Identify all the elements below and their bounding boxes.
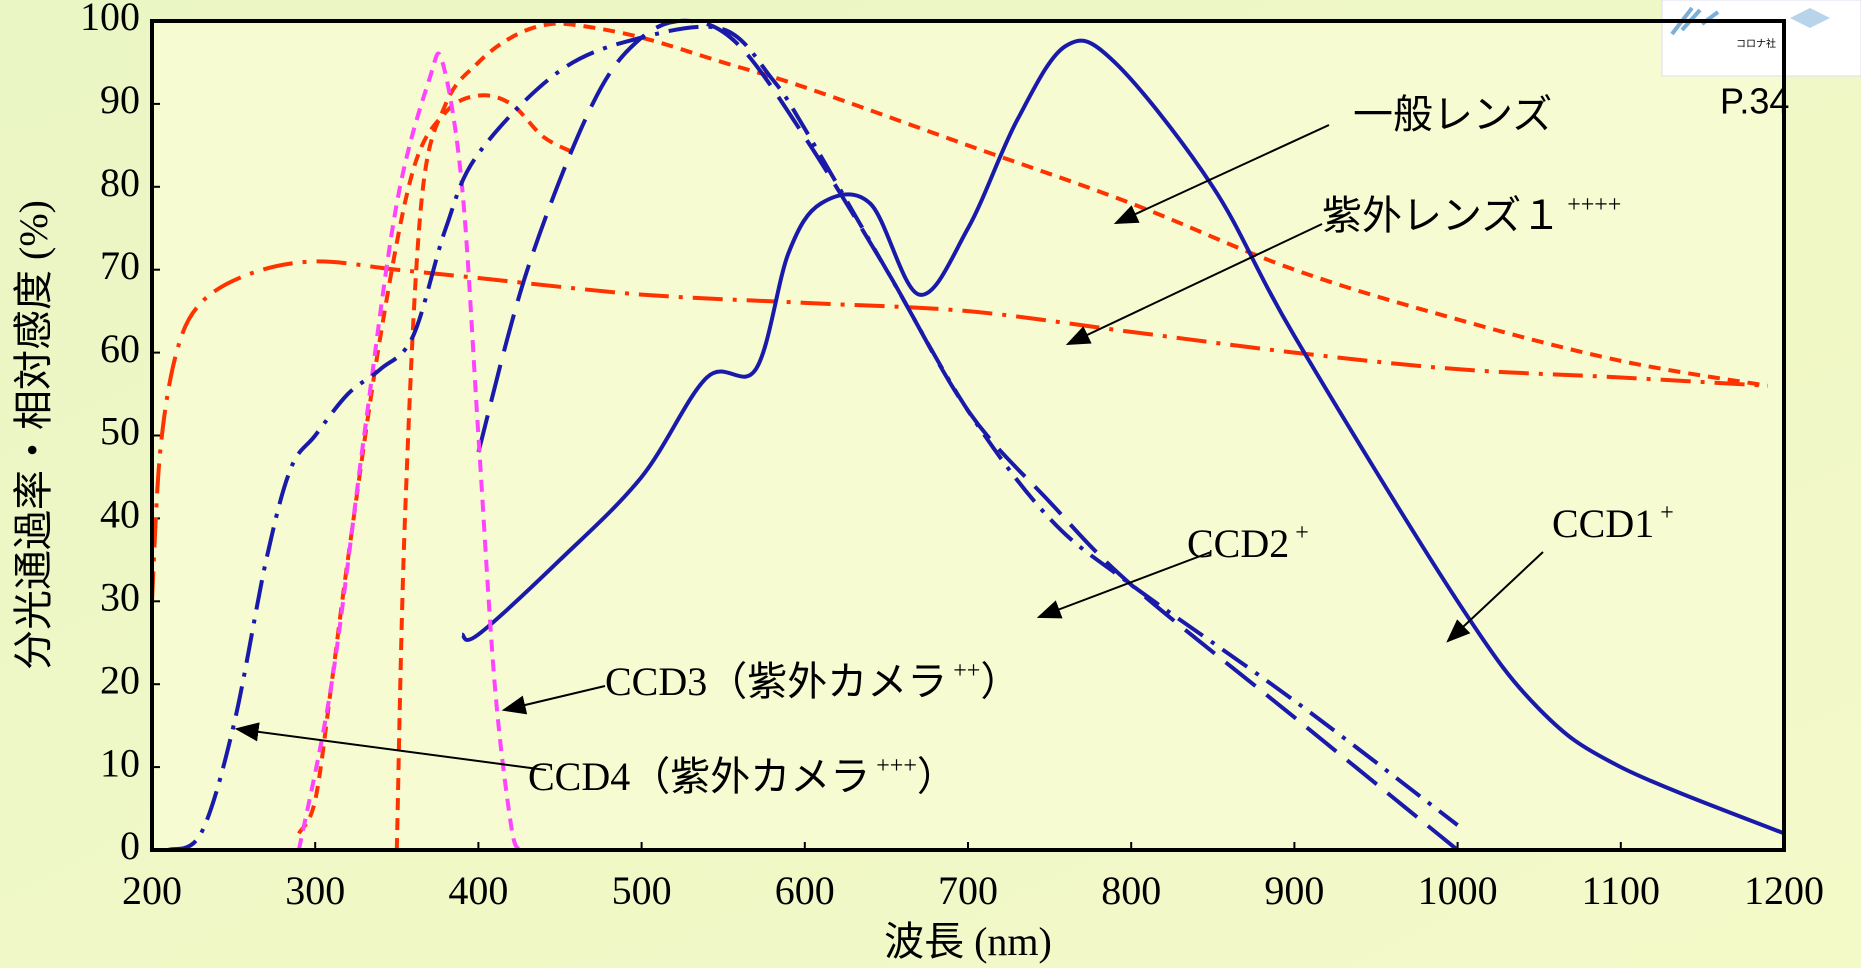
annotation-sup: ++ [953,658,980,684]
x-tick-label: 200 [122,868,182,913]
x-tick-label: 1100 [1582,868,1661,913]
y-tick-label: 80 [100,160,140,205]
page: {"chart_data": {"type": "line", "xlabel"… [0,0,1861,968]
annotation-sup: ++++ [1567,192,1621,218]
annotation-sup: +++ [876,753,917,779]
x-tick-label: 300 [285,868,345,913]
annotation-name: CCD3（紫外カメラ [605,659,947,704]
annotation-name: 紫外レンズ１ [1322,193,1561,238]
y-tick-label: 30 [100,574,140,619]
y-tick-label: 40 [100,492,140,537]
x-tick-label: 600 [775,868,835,913]
x-tick-label: 1000 [1418,868,1498,913]
annotation: 一般レンズ [1353,92,1552,137]
y-axis-label: 分光通過率・相対感度 (%) [11,200,56,670]
y-tick-label: 50 [100,409,140,454]
x-tick-label: 900 [1264,868,1324,913]
y-tick-label: 90 [100,77,140,122]
publisher: コロナ社 [1736,37,1776,50]
y-tick-label: 70 [100,243,140,288]
y-tick-label: 0 [120,823,140,868]
x-tick-label: 500 [612,868,672,913]
annotation-name: CCD1 [1552,501,1654,546]
y-tick-label: 60 [100,326,140,371]
annotation-tail: ） [917,754,957,799]
y-tick-label: 10 [100,740,140,785]
annotation-name: CCD2 [1187,521,1289,566]
logo: コロナ社 [1662,0,1861,76]
annotation-sup: + [1660,500,1674,526]
annotation-name: CCD4（紫外カメラ [528,754,870,799]
annotation-tail: ） [980,659,1020,704]
annotation-name: 一般レンズ [1353,92,1552,137]
y-tick-label: 20 [100,657,140,702]
x-tick-label: 700 [938,868,998,913]
page-number: P.34 [1720,81,1789,122]
x-axis-label: 波長 (nm) [884,919,1052,964]
x-tick-label: 800 [1101,868,1161,913]
chart: コロナ社 P.34 分光通過率・相対感度 (%) 波長 (nm) 2003004… [0,0,1861,968]
annotation-sup: + [1295,520,1309,546]
x-tick-label: 400 [448,868,508,913]
x-tick-label: 1200 [1744,868,1824,913]
y-tick-label: 100 [80,0,140,39]
